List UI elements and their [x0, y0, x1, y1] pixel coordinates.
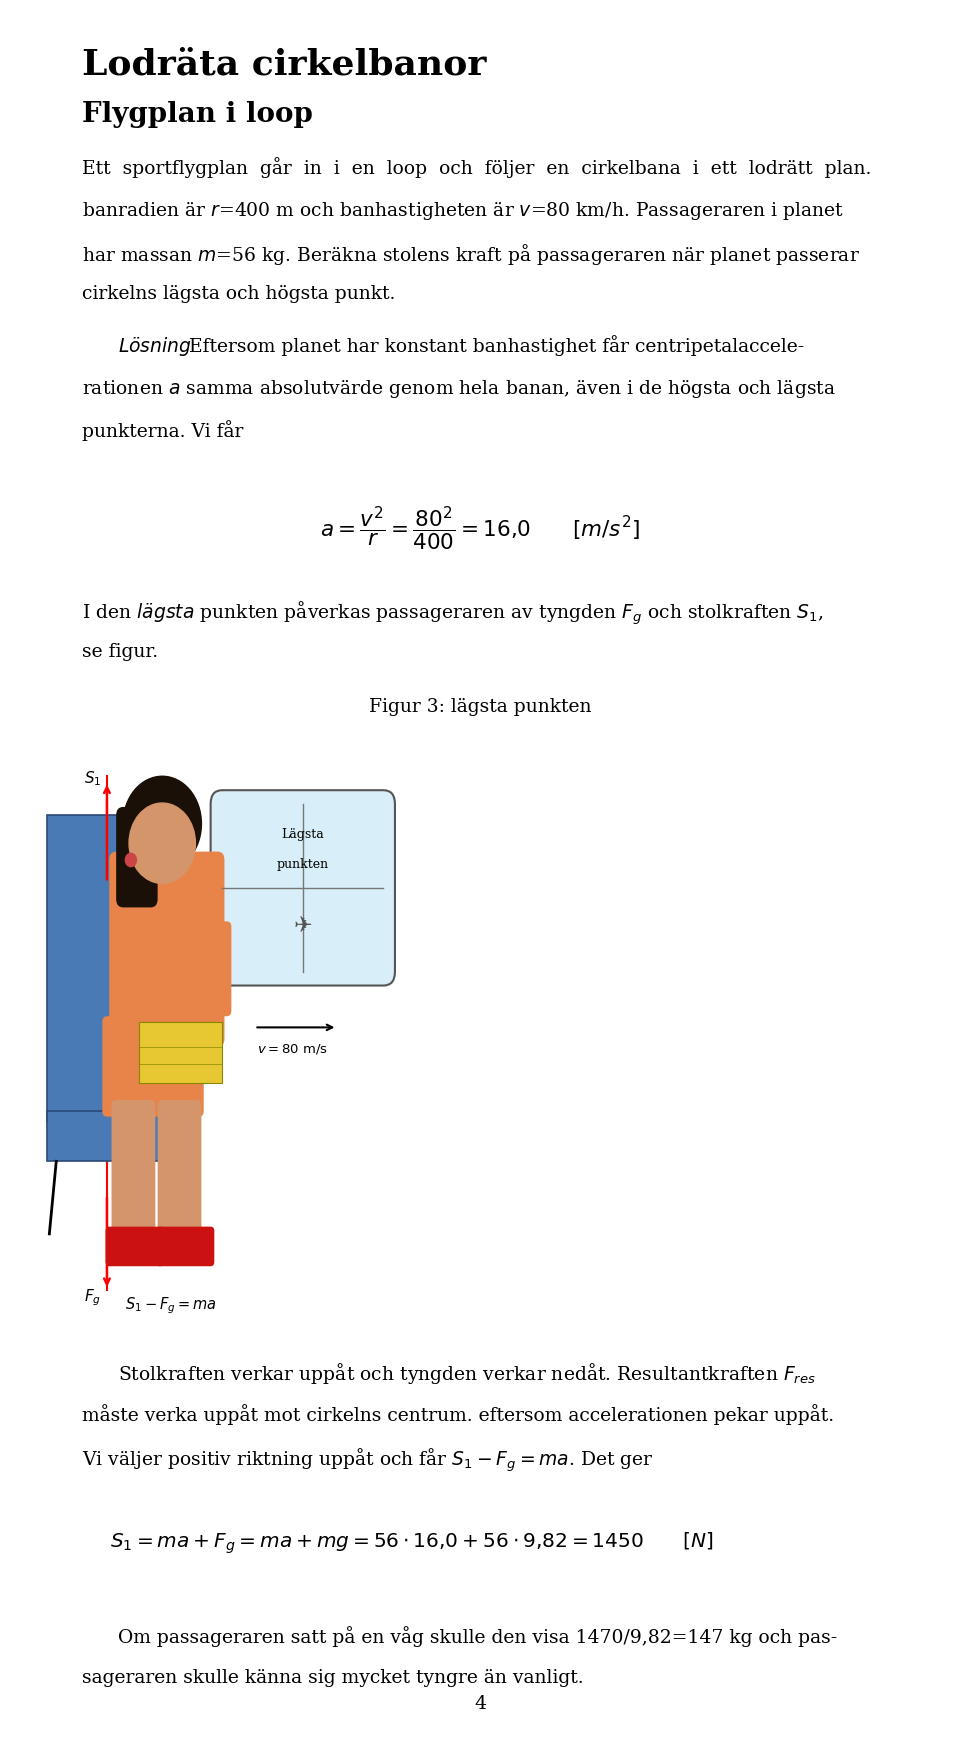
Circle shape — [129, 802, 196, 884]
Text: $a = \dfrac{v^2}{r} = \dfrac{80^2}{400} = 16{,}0 \qquad [m/s^2]$: $a = \dfrac{v^2}{r} = \dfrac{80^2}{400} … — [320, 504, 640, 551]
Text: Figur 3: lägsta punkten: Figur 3: lägsta punkten — [369, 698, 591, 717]
Text: $S_1$: $S_1$ — [84, 769, 102, 788]
Text: banradien är $r$=400 m och banhastigheten är $v$=80 km/h. Passageraren i planet: banradien är $r$=400 m och banhastighete… — [82, 199, 844, 221]
Text: Om passageraren satt på en våg skulle den visa 1470/9,82=147 kg och pas-: Om passageraren satt på en våg skulle de… — [118, 1625, 837, 1648]
Text: måste verka uppåt mot cirkelns centrum. eftersom accelerationen pekar uppåt.: måste verka uppåt mot cirkelns centrum. … — [82, 1404, 833, 1425]
Text: I den $\mathit{lägsta}$ punkten påverkas passageraren av tyngden $F_g$ och stolk: I den $\mathit{lägsta}$ punkten påverkas… — [82, 600, 824, 628]
Text: har massan $m$=56 kg. Beräkna stolens kraft på passageraren när planet passerar: har massan $m$=56 kg. Beräkna stolens kr… — [82, 242, 859, 267]
Text: 4: 4 — [474, 1695, 486, 1713]
Bar — [47, 1111, 195, 1162]
Text: Lägsta: Lägsta — [281, 828, 324, 841]
FancyBboxPatch shape — [116, 807, 157, 907]
Text: ✈: ✈ — [294, 917, 312, 937]
Text: Ett  sportflygplan  går  in  i  en  loop  och  följer  en  cirkelbana  i  ett  l: Ett sportflygplan går in i en loop och f… — [82, 157, 871, 178]
Bar — [180, 1106, 199, 1139]
FancyBboxPatch shape — [156, 1226, 214, 1266]
Circle shape — [123, 776, 202, 870]
FancyBboxPatch shape — [210, 790, 395, 985]
Text: Stolkraften verkar uppåt och tyngden verkar nedåt. Resultantkraften $F_{res}$: Stolkraften verkar uppåt och tyngden ver… — [118, 1360, 816, 1386]
Text: Flygplan i loop: Flygplan i loop — [82, 101, 312, 127]
Text: sageraren skulle känna sig mycket tyngre än vanligt.: sageraren skulle känna sig mycket tyngre… — [82, 1669, 584, 1686]
Text: cirkelns lägsta och högsta punkt.: cirkelns lägsta och högsta punkt. — [82, 284, 395, 303]
Text: punkterna. Vi får: punkterna. Vi får — [82, 420, 243, 441]
Text: $S_1 - F_g = ma$: $S_1 - F_g = ma$ — [126, 1296, 217, 1317]
Text: $F_g$: $F_g$ — [84, 1287, 101, 1308]
Text: $v = 80\ \mathrm{m/s}$: $v = 80\ \mathrm{m/s}$ — [256, 1041, 327, 1057]
Text: se figur.: se figur. — [82, 642, 157, 661]
Text: punkten: punkten — [276, 858, 329, 872]
Text: Eftersom planet har konstant banhastighet får centripetalaccele-: Eftersom planet har konstant banhastighe… — [183, 335, 804, 356]
FancyBboxPatch shape — [195, 921, 231, 1017]
Bar — [139, 1022, 222, 1083]
Text: $\mathit{Lösning}$: $\mathit{Lösning}$ — [118, 335, 192, 358]
FancyBboxPatch shape — [106, 1226, 163, 1266]
FancyBboxPatch shape — [111, 1100, 156, 1240]
Text: rationen $a$ samma absolutvärde genom hela banan, även i de högsta och lägsta: rationen $a$ samma absolutvärde genom he… — [82, 377, 835, 399]
Bar — [47, 814, 130, 1121]
Circle shape — [126, 853, 136, 867]
FancyBboxPatch shape — [103, 1017, 204, 1116]
FancyBboxPatch shape — [109, 851, 225, 1046]
Text: Lodräta cirkelbanor: Lodräta cirkelbanor — [82, 47, 486, 80]
Text: $S_1 = ma + F_g = ma + mg = 56 \cdot 16{,}0 + 56 \cdot 9{,}82 = 1450 \qquad [N]$: $S_1 = ma + F_g = ma + mg = 56 \cdot 16{… — [110, 1529, 713, 1556]
Text: Vi väljer positiv riktning uppåt och får $S_1 - F_g = ma$. Det ger: Vi väljer positiv riktning uppåt och får… — [82, 1446, 653, 1474]
FancyBboxPatch shape — [157, 1100, 202, 1240]
